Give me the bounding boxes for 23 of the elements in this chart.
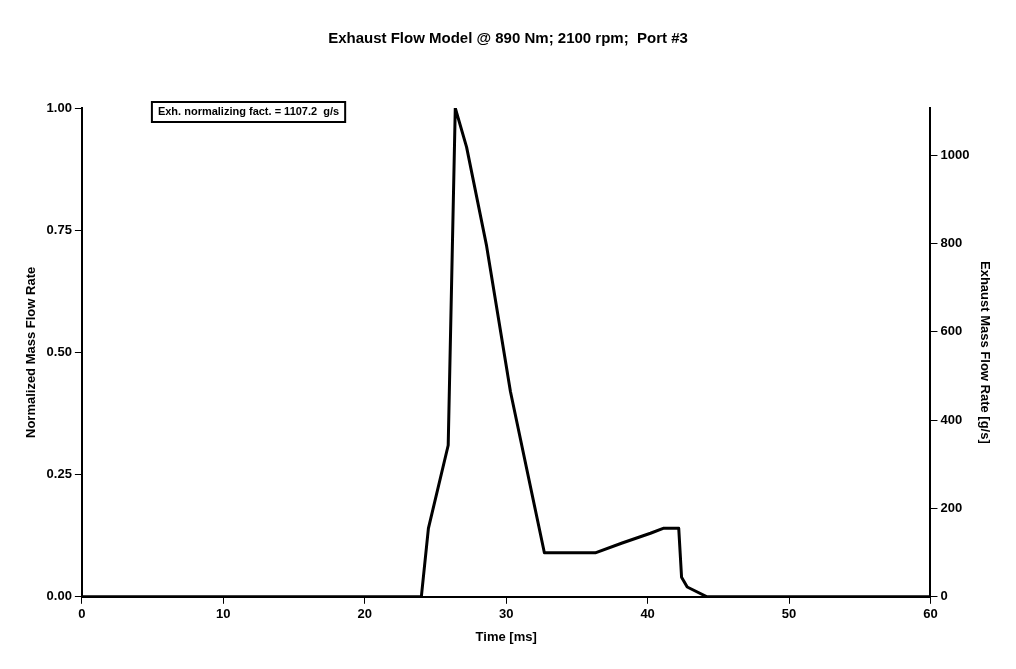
x-tick-label: 30 — [498, 606, 514, 622]
x-tick-label: 20 — [357, 606, 372, 622]
y-tick-label: 0.25 — [46, 466, 72, 482]
annotation: Exh. normalizing fact. = 1107.2 g/s — [157, 105, 340, 118]
y-axis-title: Normalized Mass Flow Rate — [23, 266, 39, 439]
y-tick-label: 0.50 — [46, 343, 72, 359]
x-tick-label: 0 — [78, 606, 86, 622]
y-tick-label: 0.00 — [46, 588, 72, 604]
x-axis-title: Time [ms] — [475, 628, 537, 644]
y-tick-label: 1.00 — [46, 99, 72, 115]
chart-title: Exhaust Flow Model @ 890 Nm; 2100 rpm; Port #3 — [328, 29, 688, 47]
y2-tick-label: 1000 — [940, 146, 970, 162]
y2-tick-label: 800 — [940, 235, 963, 251]
y2-tick-label: 200 — [940, 500, 963, 516]
y2-axis-title: Exhaust Mass Flow Rate [g/s] — [977, 261, 993, 444]
y-tick-label: 0.75 — [46, 221, 72, 237]
y2-tick-label: 400 — [940, 411, 963, 427]
x-tick-label: 40 — [640, 606, 655, 622]
x-tick-label: 60 — [923, 606, 938, 622]
y2-tick-label: 600 — [940, 323, 963, 339]
x-tick-label: 10 — [216, 606, 231, 622]
x-tick-label: 50 — [781, 606, 797, 622]
y2-tick-label: 0 — [940, 588, 948, 604]
